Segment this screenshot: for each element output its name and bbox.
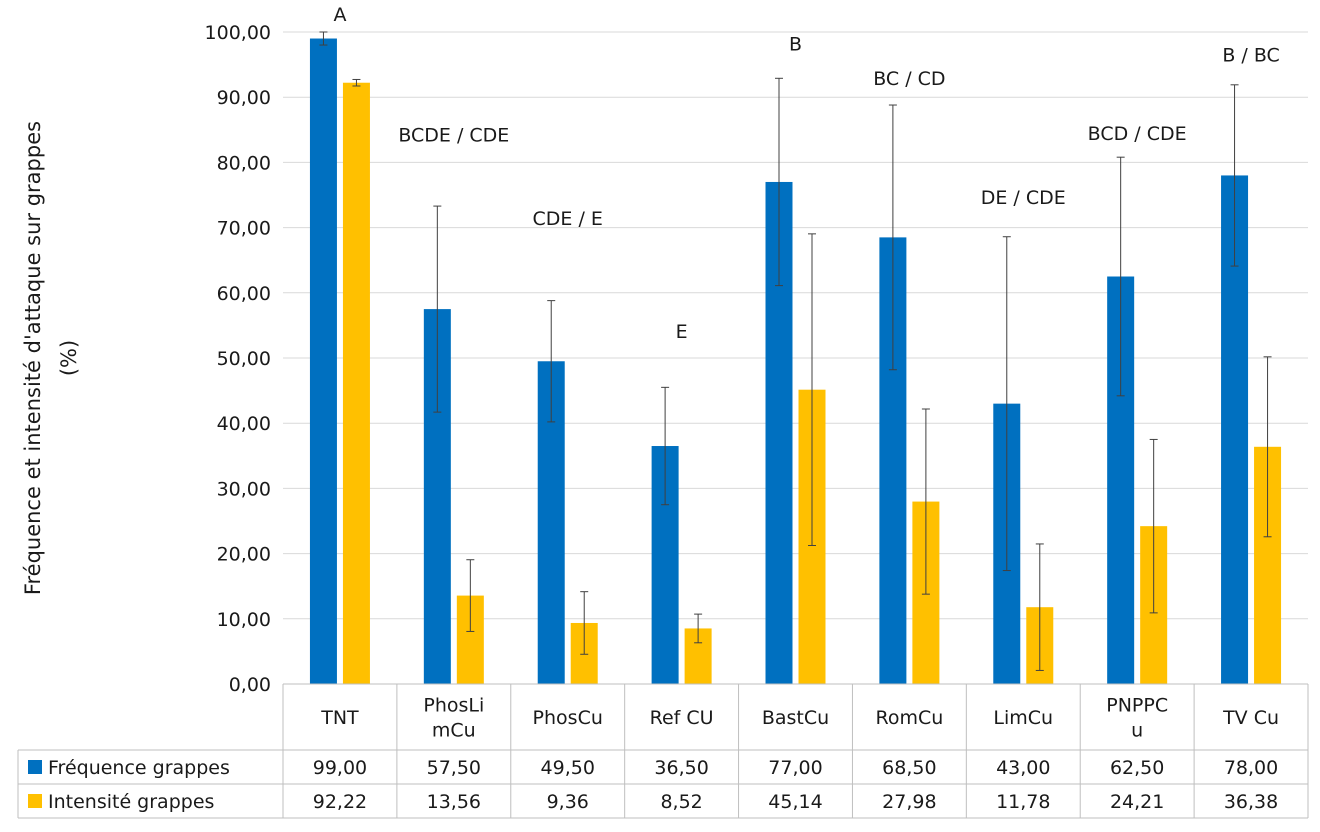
category-label: mCu: [432, 720, 476, 742]
y-tick-label: 10,00: [217, 609, 271, 631]
y-axis-title-line: (%): [57, 340, 81, 376]
y-axis-label: Fréquence et intensité d'attaque sur gra…: [21, 121, 81, 595]
significance-label: A: [333, 4, 346, 26]
category-label: PhosCu: [533, 707, 603, 729]
significance-annotations: A BCDE / CDE CDE / E E B BC / CD DE / CDE BCD /…: [333, 4, 1279, 343]
bar-frequence: [309, 38, 337, 684]
y-tick-label: 90,00: [217, 87, 271, 109]
table-cell: 36,38: [1224, 791, 1278, 813]
table-cell: 99,00: [313, 757, 367, 779]
table-cell: 24,21: [1110, 791, 1164, 813]
bars: [309, 38, 1282, 685]
y-tick-label: 70,00: [217, 218, 271, 240]
significance-label: B / BC: [1222, 44, 1279, 66]
data-table: TNT PhosLi mCu PhosCu Ref CU BastCu RomCu LimCu…: [17, 683, 1309, 819]
y-axis-ticks: 0,00 10,00 20,00 30,00 40,00 50,00 60,00 70,00 8…: [205, 22, 271, 696]
category-label: u: [1131, 720, 1143, 742]
y-axis-title-line: Fréquence et intensité d'attaque sur gra…: [21, 121, 45, 595]
y-tick-label: 40,00: [217, 413, 271, 435]
table-cell: 9,36: [547, 791, 589, 813]
table-cell: 49,50: [541, 757, 595, 779]
category-label: RomCu: [875, 707, 943, 729]
y-tick-label: 30,00: [217, 478, 271, 500]
significance-label: CDE / E: [533, 208, 603, 230]
table-cell: 77,00: [768, 757, 822, 779]
category-label: Ref CU: [650, 707, 714, 729]
y-tick-label: 100,00: [205, 22, 271, 44]
bar-intensite: [342, 82, 370, 685]
gridlines: [283, 31, 1308, 620]
significance-label: B: [789, 33, 802, 55]
category-label: TV Cu: [1222, 707, 1279, 729]
y-tick-label: 60,00: [217, 283, 271, 305]
table-cell: 68,50: [882, 757, 936, 779]
table-cell: 92,22: [313, 791, 367, 813]
y-tick-label: 80,00: [217, 152, 271, 174]
table-cell: 8,52: [660, 791, 702, 813]
table-cell: 11,78: [996, 791, 1050, 813]
significance-label: BCD / CDE: [1088, 123, 1187, 145]
y-tick-label: 50,00: [217, 348, 271, 370]
legend-swatch: [28, 794, 42, 808]
category-label: PNPPC: [1106, 695, 1168, 717]
significance-label: BC / CD: [873, 68, 945, 90]
table-cell: 78,00: [1224, 757, 1278, 779]
significance-label: E: [676, 321, 688, 343]
significance-label: DE / CDE: [981, 187, 1066, 209]
error-bars: [319, 31, 1272, 671]
category-label: BastCu: [762, 707, 829, 729]
category-label: LimCu: [993, 707, 1053, 729]
legend-label: Fréquence grappes: [48, 757, 230, 779]
table-cell: 13,56: [427, 791, 481, 813]
table-cell: 62,50: [1110, 757, 1164, 779]
table-cell: 57,50: [427, 757, 481, 779]
y-tick-label: 20,00: [217, 544, 271, 566]
table-cell: 27,98: [882, 791, 936, 813]
significance-label: BCDE / CDE: [398, 125, 509, 147]
table-cell: 45,14: [768, 791, 822, 813]
y-tick-label: 0,00: [229, 674, 271, 696]
category-label: PhosLi: [423, 695, 484, 717]
legend-label: Intensité grappes: [48, 791, 214, 813]
category-label: TNT: [320, 707, 359, 729]
legend-swatch: [28, 760, 42, 774]
table-cell: 36,50: [654, 757, 708, 779]
table-cell: 43,00: [996, 757, 1050, 779]
